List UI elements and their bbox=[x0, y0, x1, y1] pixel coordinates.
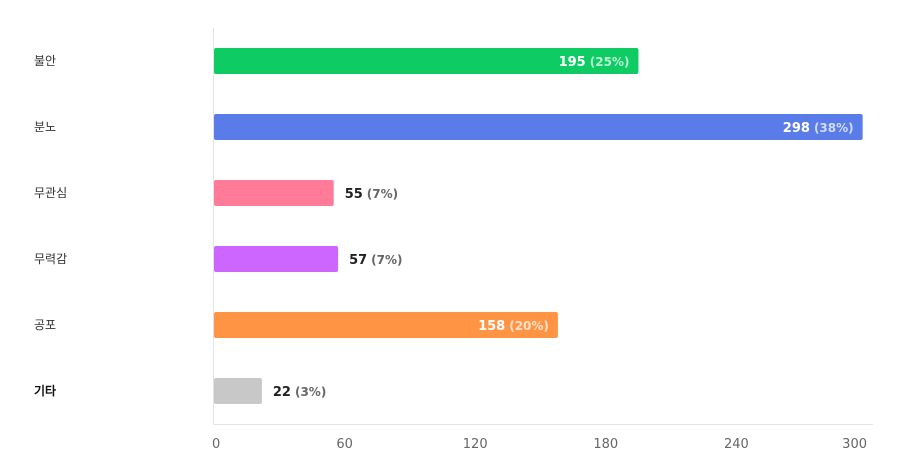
bar bbox=[214, 246, 339, 272]
data-label-percent: (25%) bbox=[590, 55, 630, 69]
data-label-percent: (38%) bbox=[814, 121, 854, 135]
x-tick-label: 120 bbox=[463, 437, 488, 452]
data-label-percent: (7%) bbox=[371, 253, 402, 267]
category-label: 무력감 bbox=[34, 252, 67, 266]
bar bbox=[214, 312, 558, 338]
x-tick-label: 60 bbox=[336, 437, 353, 452]
x-tick-label: 240 bbox=[724, 437, 749, 452]
bar bbox=[214, 180, 334, 206]
data-label-percent: (20%) bbox=[509, 319, 549, 333]
data-label-value: 158 bbox=[478, 319, 505, 334]
data-label: 195 (25%) bbox=[559, 55, 630, 70]
data-label: 57 (7%) bbox=[349, 253, 402, 268]
x-tick-label: 0 bbox=[212, 437, 220, 452]
data-label: 22 (3%) bbox=[273, 385, 326, 400]
category-label: 분노 bbox=[34, 120, 56, 134]
data-label-value: 298 bbox=[783, 121, 810, 136]
category-label: 불안 bbox=[34, 54, 56, 68]
category-label: 기타 bbox=[34, 383, 56, 398]
bar bbox=[214, 48, 639, 74]
x-tick-label: 300 bbox=[842, 437, 867, 452]
data-label: 55 (7%) bbox=[345, 187, 398, 202]
data-label-percent: (3%) bbox=[295, 385, 326, 399]
chart-axes: 0 60 120 180 240 300 bbox=[212, 28, 873, 452]
bar bbox=[214, 378, 262, 404]
x-tick-label: 180 bbox=[593, 437, 618, 452]
data-label-value: 57 bbox=[349, 253, 367, 268]
category-label: 무관심 bbox=[34, 186, 67, 200]
data-label-percent: (7%) bbox=[367, 187, 398, 201]
chart-labels: 불안 195 (25%) 분노 298 (38%) 무관심 55 (7%) 무력감 57 (7%) 공포… bbox=[34, 54, 854, 400]
data-label: 158 (20%) bbox=[478, 319, 549, 334]
data-label-value: 55 bbox=[345, 187, 363, 202]
data-label-value: 22 bbox=[273, 385, 291, 400]
data-label: 298 (38%) bbox=[783, 121, 854, 136]
chart-bars bbox=[214, 48, 863, 404]
category-label: 공포 bbox=[34, 318, 56, 332]
bar bbox=[214, 114, 863, 140]
data-label-value: 195 bbox=[559, 55, 586, 70]
